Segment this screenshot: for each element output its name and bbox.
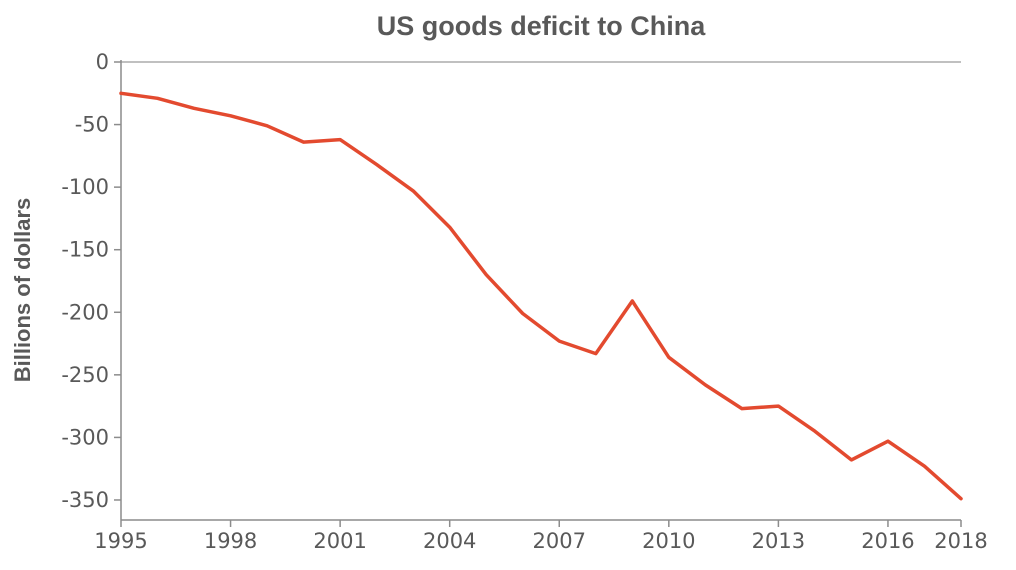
chart-title: US goods deficit to China — [377, 11, 706, 41]
x-tick-label: 2004 — [423, 529, 476, 553]
x-axis-ticks: 1995 1998 2001 2004 2007 2010 2013 2016 2018 — [94, 520, 988, 553]
axes — [120, 60, 961, 521]
x-tick-label: 2013 — [752, 529, 805, 553]
x-tick-label: 2016 — [861, 529, 914, 553]
y-tick-label: -100 — [61, 175, 109, 199]
y-tick-label: -350 — [61, 488, 109, 512]
y-tick-label: -250 — [61, 363, 109, 387]
x-tick-label: 2018 — [934, 529, 987, 553]
x-tick-label: 1995 — [94, 529, 147, 553]
x-tick-label: 2001 — [313, 529, 366, 553]
y-tick-label: -50 — [75, 113, 109, 137]
y-tick-label: -300 — [61, 425, 109, 449]
y-axis-label: Billions of dollars — [10, 198, 35, 383]
y-tick-label: -200 — [61, 300, 109, 324]
series-line-0 — [119, 91, 963, 501]
y-tick-label: 0 — [96, 50, 109, 74]
x-tick-label: 2010 — [642, 529, 695, 553]
y-tick-label: -150 — [61, 238, 109, 262]
x-tick-label: 1998 — [204, 529, 257, 553]
x-tick-label: 2007 — [533, 529, 586, 553]
series-group — [119, 91, 963, 501]
y-axis-ticks: 0 -50 -100 -150 -200 -250 -300 -350 — [61, 50, 121, 512]
